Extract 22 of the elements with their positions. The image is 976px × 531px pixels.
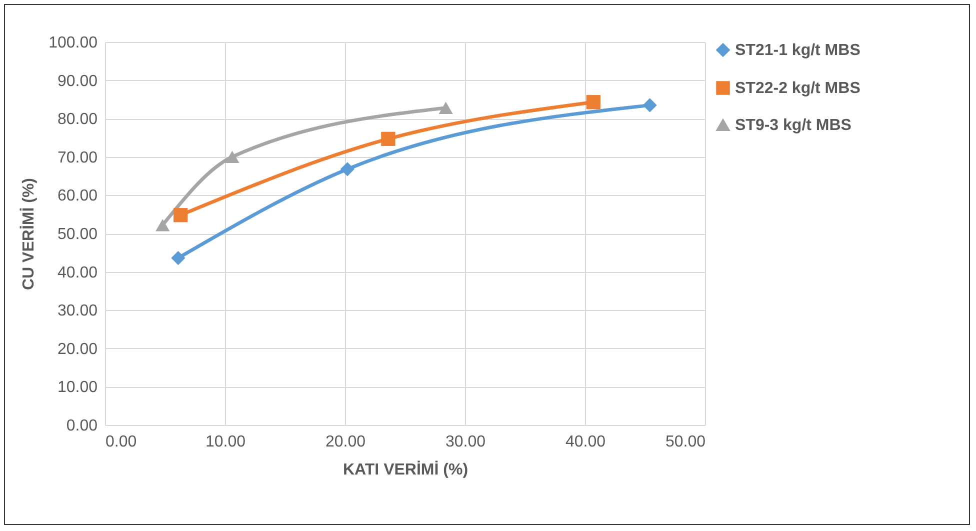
x-tick-label: 0.00 (106, 434, 137, 450)
legend-label: ST9-3 kg/t MBS (735, 117, 852, 134)
y-tick-label: 10.00 (57, 379, 98, 396)
y-tick-label: 70.00 (57, 149, 98, 166)
y-tick-label: 40.00 (57, 264, 98, 282)
y-tick-label: 20.00 (57, 340, 98, 358)
x-tick-label: 30.00 (445, 434, 486, 450)
y-tick-label: 30.00 (57, 302, 98, 320)
y-tick-label: 0.00 (66, 418, 98, 434)
x-tick-label: 40.00 (565, 434, 606, 450)
y-tick-label: 90.00 (57, 72, 98, 90)
y-axis-title: CU VERİMİ (%) (20, 178, 38, 290)
legend-label: ST21-1 kg/t MBS (735, 42, 861, 59)
legend-label: ST22-2 kg/t MBS (735, 80, 861, 97)
x-tick-label: 50.00 (665, 434, 706, 450)
y-tick-label: 100.00 (48, 34, 98, 52)
x-tick-label: 10.00 (205, 434, 246, 450)
y-tick-label: 60.00 (57, 188, 98, 205)
x-axis-title: KATI VERİMİ (%) (342, 460, 468, 478)
x-tick-label: 20.00 (325, 434, 366, 450)
y-tick-label: 50.00 (57, 226, 98, 243)
y-tick-label: 80.00 (57, 111, 98, 128)
